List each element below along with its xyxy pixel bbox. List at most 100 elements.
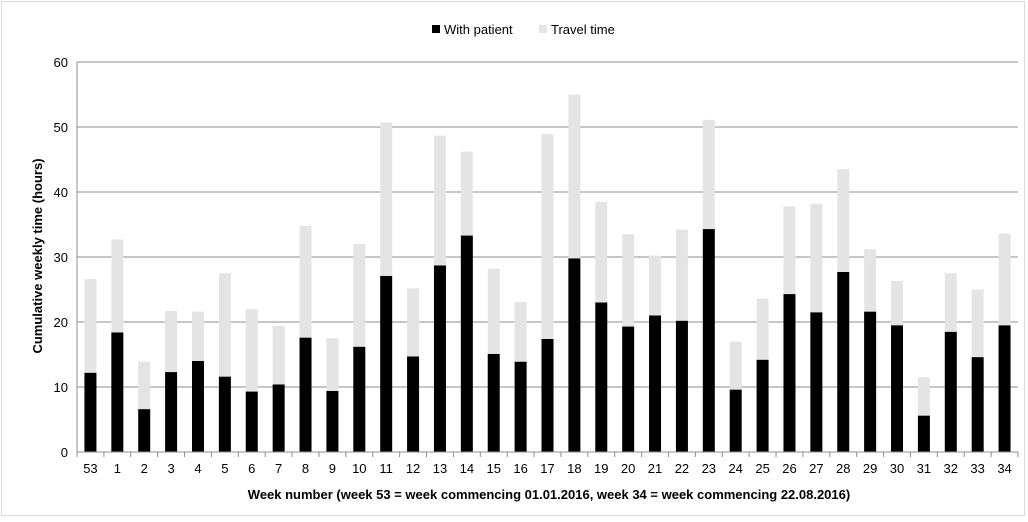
bar-with-patient-week-1 — [111, 332, 124, 452]
bar-with-patient-week-22 — [675, 320, 688, 452]
y-tick-label: 40 — [54, 185, 68, 200]
bar-travel-time-week-1 — [111, 239, 124, 333]
bar-travel-time-week-6 — [245, 309, 258, 392]
legend-swatch-travel-time — [539, 25, 547, 33]
x-tick-label: 34 — [997, 461, 1011, 476]
bar-travel-time-week-5 — [218, 273, 231, 377]
bar-with-patient-week-9 — [326, 390, 339, 452]
x-tick-label: 4 — [194, 461, 201, 476]
bar-travel-time-week-53 — [84, 279, 97, 373]
x-tick-label: 30 — [890, 461, 904, 476]
x-tick-label: 33 — [970, 461, 984, 476]
x-tick-label: 18 — [567, 461, 581, 476]
bar-travel-time-week-23 — [702, 119, 715, 230]
bar-travel-time-week-24 — [729, 341, 742, 390]
bar-with-patient-week-33 — [971, 357, 984, 452]
bar-travel-time-week-14 — [460, 151, 473, 236]
x-tick-label: 22 — [675, 461, 689, 476]
bar-travel-time-week-32 — [944, 273, 957, 332]
bar-with-patient-week-31 — [917, 415, 930, 452]
x-tick-label: 15 — [486, 461, 500, 476]
bar-with-patient-week-3 — [165, 372, 178, 452]
x-tick-label: 32 — [944, 461, 958, 476]
x-tick-label: 8 — [302, 461, 309, 476]
x-tick-label: 3 — [167, 461, 174, 476]
bar-travel-time-week-17 — [541, 134, 554, 339]
y-tick-label: 30 — [54, 250, 68, 265]
bar-with-patient-week-26 — [783, 294, 796, 452]
y-tick-label: 10 — [54, 380, 68, 395]
x-tick-label: 31 — [917, 461, 931, 476]
x-tick-label: 5 — [221, 461, 228, 476]
bar-travel-time-week-3 — [165, 310, 178, 373]
bar-with-patient-week-29 — [864, 311, 877, 452]
x-tick-label: 21 — [648, 461, 662, 476]
bar-travel-time-week-11 — [380, 122, 393, 276]
bar-with-patient-week-27 — [810, 312, 823, 452]
bar-with-patient-week-21 — [649, 315, 662, 452]
bar-with-patient-week-7 — [272, 384, 285, 452]
y-axis-title: Cumulative weekly time (hours) — [30, 158, 45, 353]
bar-with-patient-week-30 — [891, 325, 904, 452]
legend-swatch-with-patient — [432, 25, 440, 33]
bar-with-patient-week-17 — [541, 338, 554, 452]
x-tick-label: 2 — [141, 461, 148, 476]
bar-with-patient-week-20 — [622, 326, 635, 452]
x-tick-label: 27 — [809, 461, 823, 476]
x-tick-label: 7 — [275, 461, 282, 476]
bar-with-patient-week-23 — [702, 229, 715, 452]
bar-travel-time-week-29 — [864, 249, 877, 312]
x-tick-label: 9 — [329, 461, 336, 476]
x-tick-label: 28 — [836, 461, 850, 476]
bar-travel-time-week-4 — [191, 311, 204, 361]
bar-travel-time-week-8 — [299, 225, 312, 338]
x-tick-label: 1 — [114, 461, 121, 476]
bar-with-patient-week-10 — [353, 346, 366, 452]
bar-with-patient-week-24 — [729, 389, 742, 452]
bar-with-patient-week-16 — [514, 361, 527, 452]
x-tick-label: 53 — [83, 461, 97, 476]
bar-with-patient-week-6 — [245, 391, 258, 452]
bar-travel-time-week-15 — [487, 268, 500, 354]
bar-with-patient-week-12 — [407, 356, 420, 452]
bar-travel-time-week-21 — [649, 255, 662, 316]
x-tick-label: 19 — [594, 461, 608, 476]
bar-with-patient-week-53 — [84, 372, 97, 452]
bar-with-patient-week-8 — [299, 337, 312, 452]
y-tick-label: 20 — [54, 315, 68, 330]
bar-travel-time-week-31 — [917, 377, 930, 416]
y-tick-label: 60 — [54, 55, 68, 70]
bar-travel-time-week-28 — [837, 169, 850, 272]
bar-with-patient-week-14 — [460, 235, 473, 452]
x-tick-label: 23 — [702, 461, 716, 476]
bar-with-patient-week-18 — [568, 258, 581, 452]
bar-with-patient-week-13 — [433, 265, 446, 452]
x-tick-label: 16 — [513, 461, 527, 476]
x-tick-label: 17 — [540, 461, 554, 476]
legend: With patient Travel time — [432, 22, 615, 37]
x-tick-label: 14 — [460, 461, 474, 476]
bar-travel-time-week-18 — [568, 94, 581, 259]
x-tick-label: 12 — [406, 461, 420, 476]
x-tick-label: 20 — [621, 461, 635, 476]
bar-travel-time-week-7 — [272, 325, 285, 385]
bar-travel-time-week-13 — [433, 135, 446, 266]
x-tick-label: 29 — [863, 461, 877, 476]
bars — [76, 94, 1019, 457]
bar-travel-time-week-2 — [138, 361, 151, 410]
bar-travel-time-week-22 — [675, 229, 688, 321]
bar-travel-time-week-30 — [891, 281, 904, 326]
bar-travel-time-week-20 — [622, 234, 635, 327]
bar-with-patient-week-11 — [380, 275, 393, 452]
x-tick-label: 6 — [248, 461, 255, 476]
bar-travel-time-week-27 — [810, 203, 823, 313]
bar-with-patient-week-34 — [998, 325, 1011, 452]
bar-with-patient-week-25 — [756, 359, 769, 452]
x-tick-label: 13 — [433, 461, 447, 476]
x-axis-tick-labels: 53 1 2 3 4 5 6 7 8 9 10 11 12 13 14 15 16 17 18 19 20 21 22 23 2… — [83, 461, 1012, 476]
bar-travel-time-week-10 — [353, 244, 366, 347]
bar-travel-time-week-12 — [407, 288, 420, 357]
x-tick-label: 10 — [352, 461, 366, 476]
bar-with-patient-week-15 — [487, 353, 500, 452]
